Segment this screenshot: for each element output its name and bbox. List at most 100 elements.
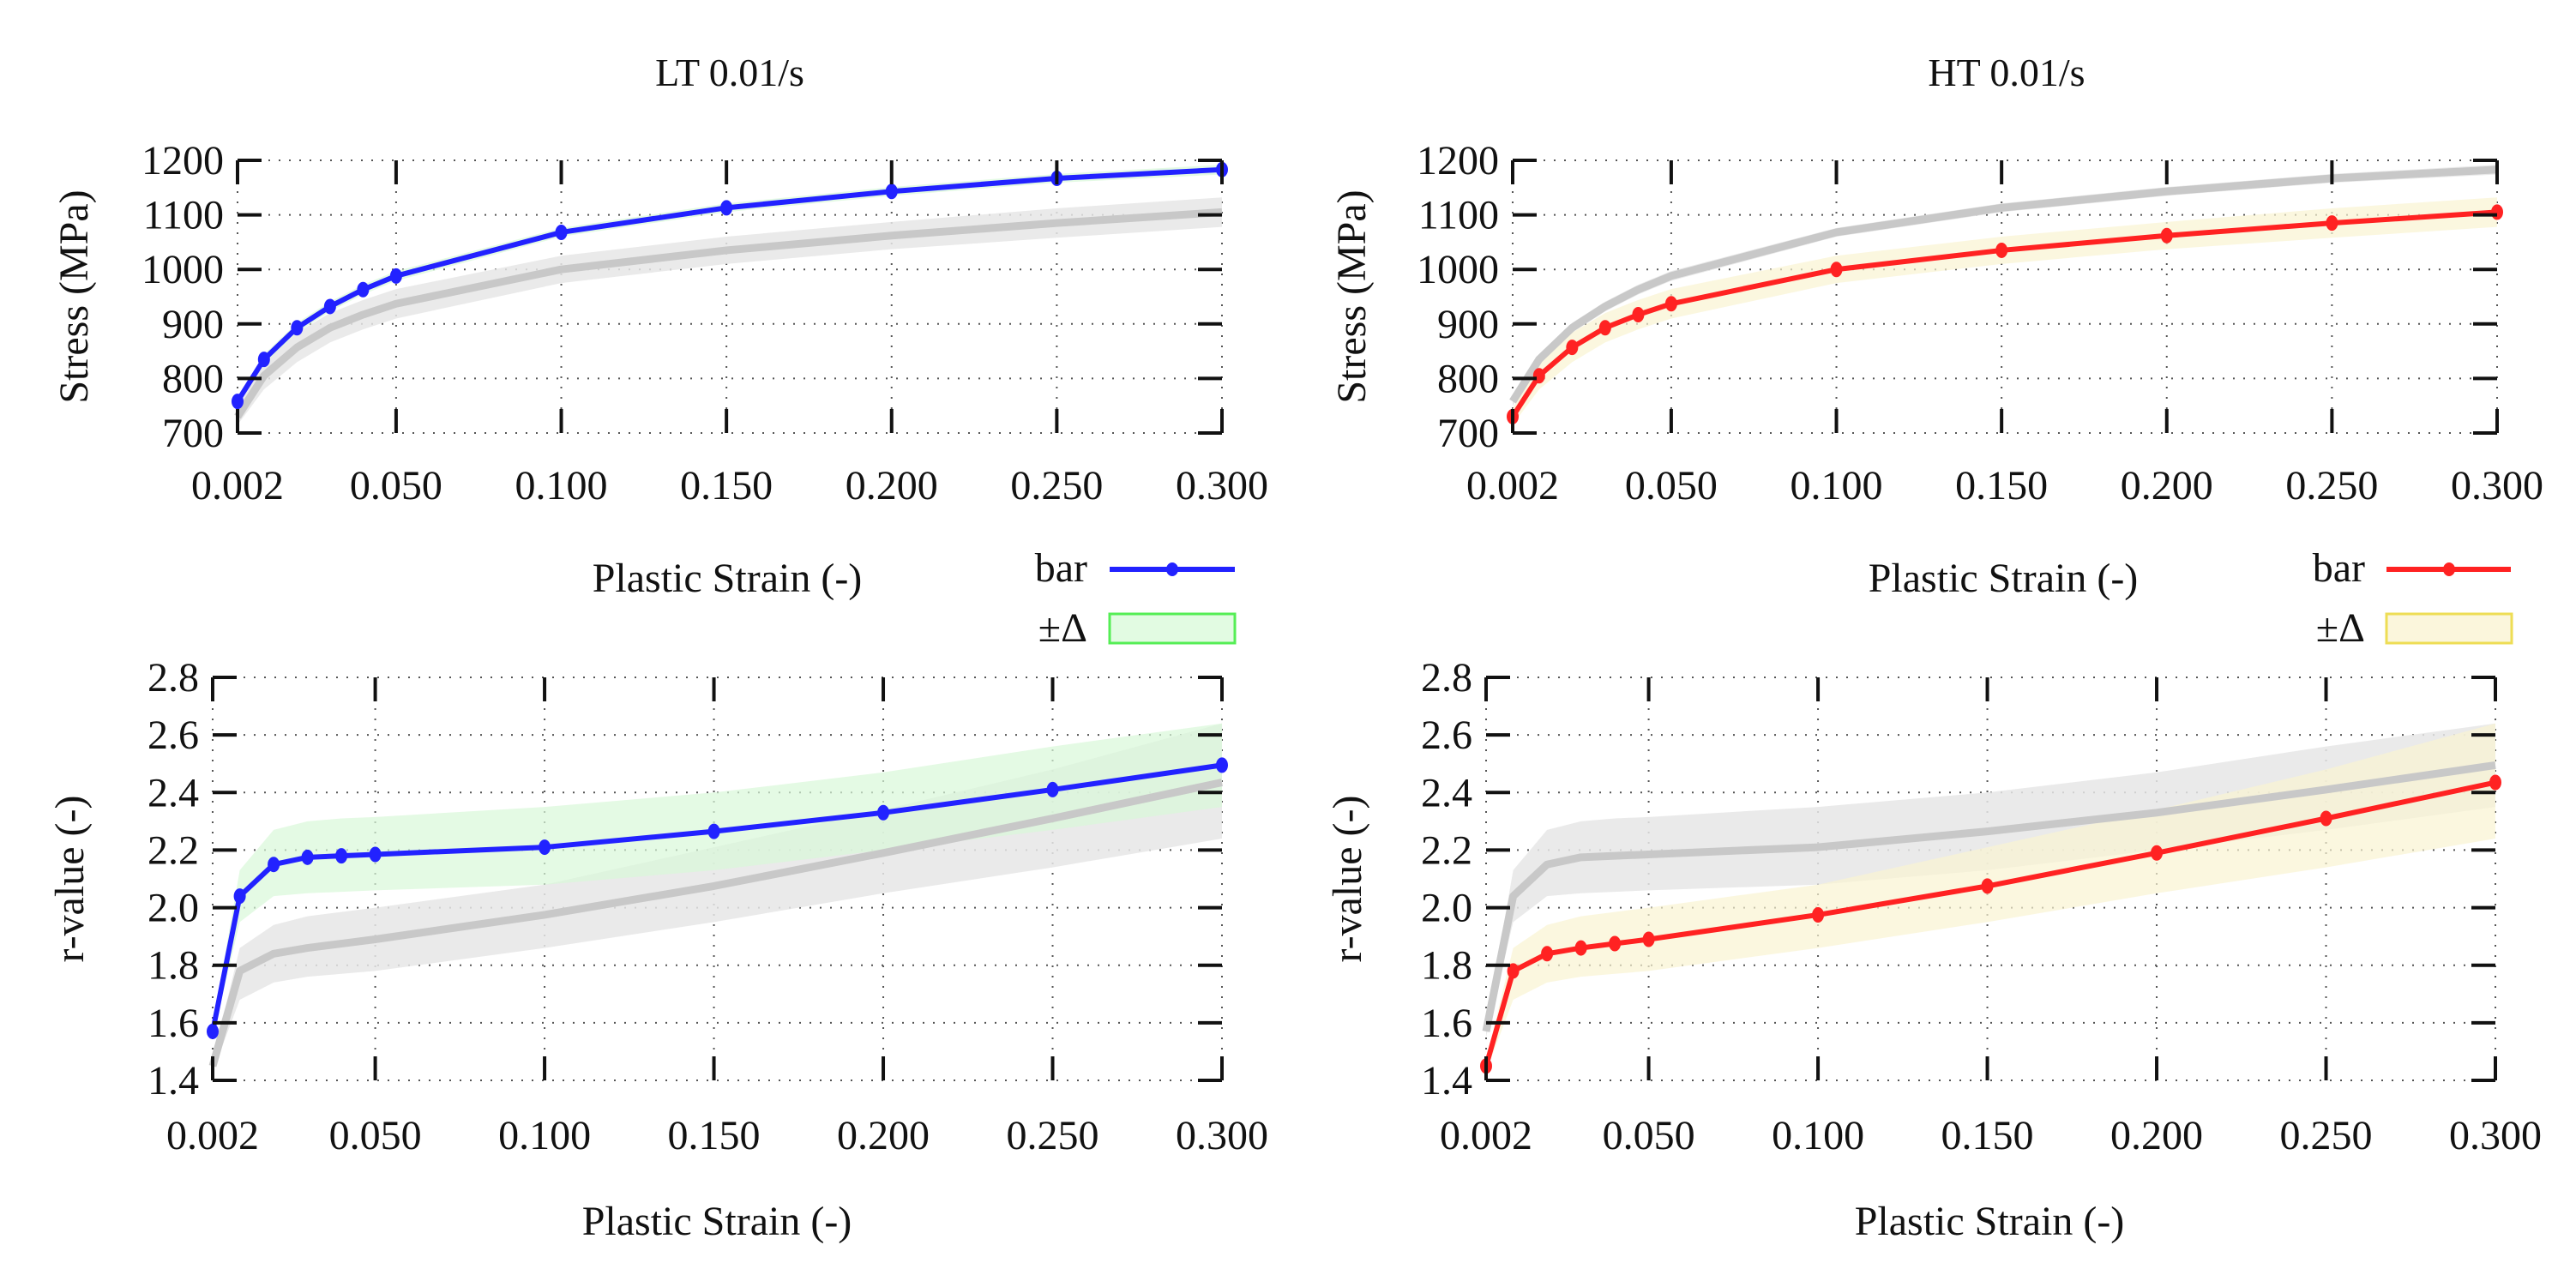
- x-tick-label: 0.100: [515, 463, 608, 508]
- data-point: [555, 224, 568, 240]
- x-tick-label: 0.050: [1625, 463, 1718, 508]
- y-tick-label: 900: [162, 302, 224, 347]
- y-tick-label: 700: [1437, 411, 1499, 456]
- data-point: [268, 857, 280, 873]
- legend-lt: bar ±Δ: [1035, 545, 1237, 651]
- y-tick-label: 2.8: [147, 655, 199, 701]
- y-tick-label: 2.8: [1421, 655, 1472, 701]
- data-point: [2491, 204, 2503, 220]
- data-point: [1609, 935, 1622, 952]
- data-point: [2151, 845, 2164, 861]
- legend-band-swatch: [2385, 612, 2513, 645]
- data-point: [1216, 757, 1228, 773]
- x-tick-label: 0.200: [2110, 1113, 2203, 1158]
- reference-line: [208, 779, 1223, 1068]
- x-tick-label: 0.150: [668, 1113, 761, 1158]
- y-tick-label: 1100: [1418, 193, 1499, 238]
- y-axis-label: r-value (-): [47, 796, 93, 963]
- delta-band: [238, 165, 1222, 406]
- data-point: [335, 848, 348, 864]
- y-tick-label: 1.6: [147, 1001, 199, 1046]
- y-tick-label: 2.4: [1421, 770, 1472, 815]
- data-point: [369, 846, 382, 863]
- chart-panel-2: 0.002 0.050 0.100 0.150 0.200 0.250 0.300 700 80…: [1329, 51, 2543, 601]
- y-tick-label: 1.6: [1421, 1001, 1472, 1046]
- y-tick-label: 2.6: [1421, 713, 1472, 758]
- data-point: [1812, 906, 1825, 923]
- data-point: [2326, 215, 2338, 232]
- y-tick-label: 2.6: [147, 713, 199, 758]
- chart-title: HT 0.01/s: [1928, 51, 2085, 94]
- x-tick-label: 0.250: [1010, 463, 1103, 508]
- data-point: [291, 320, 304, 336]
- data-point: [1981, 878, 1994, 894]
- data-point: [233, 888, 246, 905]
- x-tick-label: 0.150: [1941, 1113, 2034, 1158]
- y-tick-label: 800: [1437, 356, 1499, 401]
- x-axis-label: Plastic Strain (-): [1855, 1199, 2125, 1244]
- legend-marker: [2443, 562, 2455, 576]
- y-tick-label: 800: [162, 356, 224, 401]
- delta-band: [1513, 197, 2497, 425]
- delta-band: [1486, 723, 2495, 1072]
- reference-band: [1513, 165, 2497, 406]
- x-tick-label: 0.250: [2285, 463, 2378, 508]
- reference-line: [1482, 761, 2496, 1032]
- data-point: [1664, 296, 1677, 312]
- x-tick-label: 0.150: [1955, 463, 2048, 508]
- y-tick-label: 1100: [143, 193, 224, 238]
- x-tick-label: 0.250: [1007, 1113, 1099, 1158]
- y-tick-label: 1.4: [147, 1058, 199, 1104]
- data-point: [2320, 810, 2332, 827]
- data-point: [1598, 320, 1611, 336]
- y-tick-label: 2.0: [1421, 886, 1472, 931]
- x-tick-label: 0.300: [2449, 1113, 2542, 1158]
- data-point: [1995, 242, 2008, 258]
- x-tick-label: 0.100: [498, 1113, 591, 1158]
- y-tick-label: 1000: [1417, 247, 1499, 292]
- legend-band-label: ±Δ: [1038, 605, 1087, 651]
- legend-band-label: ±Δ: [2316, 605, 2365, 651]
- data-point: [707, 823, 720, 839]
- data-point: [1046, 781, 1059, 797]
- y-tick-label: 1200: [141, 138, 224, 183]
- reference-line: [234, 207, 1223, 419]
- data-point: [389, 268, 402, 284]
- chart-panel-1: 0.002 0.050 0.100 0.150 0.200 0.250 0.300 700 80…: [51, 51, 1268, 601]
- y-axis-label: Stress (MPa): [51, 189, 97, 403]
- x-tick-label: 0.100: [1791, 463, 1883, 508]
- data-point: [301, 849, 314, 865]
- x-axis-label: Plastic Strain (-): [593, 556, 863, 601]
- legend-line-label: bar: [1035, 545, 1087, 591]
- x-tick-label: 0.250: [2280, 1113, 2373, 1158]
- y-tick-label: 2.2: [147, 827, 199, 873]
- y-tick-label: 1.4: [1421, 1058, 1472, 1104]
- data-point: [2160, 227, 2173, 244]
- chart-title: LT 0.01/s: [655, 51, 804, 94]
- data-point: [323, 298, 336, 315]
- legend-marker: [1166, 562, 1178, 576]
- x-tick-label: 0.150: [680, 463, 773, 508]
- data-point: [1507, 963, 1520, 979]
- y-axis-label: r-value (-): [1325, 796, 1370, 963]
- x-tick-label: 0.200: [2121, 463, 2213, 508]
- y-tick-label: 1.8: [1421, 943, 1472, 989]
- x-tick-label: 0.002: [166, 1113, 259, 1158]
- data-point: [257, 352, 270, 368]
- data-point: [232, 394, 244, 410]
- y-tick-label: 2.2: [1421, 827, 1472, 873]
- data-point: [2489, 774, 2501, 791]
- y-axis-label: Stress (MPa): [1329, 189, 1375, 403]
- data-point: [1532, 368, 1545, 384]
- y-tick-label: 1.8: [147, 943, 199, 989]
- data-point: [877, 804, 890, 821]
- x-tick-label: 0.050: [350, 463, 442, 508]
- y-tick-label: 2.0: [147, 886, 199, 931]
- chart-panel-4: 0.002 0.050 0.100 0.150 0.200 0.250 0.300 1.4 1.…: [1325, 655, 2542, 1244]
- x-tick-label: 0.200: [837, 1113, 930, 1158]
- data-point: [720, 200, 733, 216]
- x-tick-label: 0.200: [846, 463, 938, 508]
- x-axis-label: Plastic Strain (-): [1869, 556, 2139, 601]
- x-tick-label: 0.002: [1466, 463, 1559, 508]
- x-tick-label: 0.050: [329, 1113, 422, 1158]
